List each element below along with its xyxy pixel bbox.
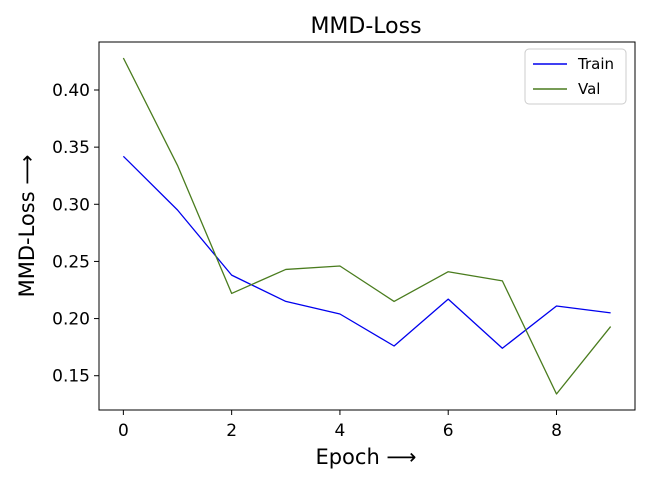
- y-tick-label: 0.20: [52, 310, 90, 330]
- series-line-train: [122, 155, 611, 349]
- x-tick-label: 2: [226, 421, 237, 441]
- x-tick-label: 6: [443, 421, 454, 441]
- legend-box: [524, 48, 627, 105]
- y-axis-label: MMD-Loss ⟶: [15, 155, 39, 298]
- y-axis-ticks: 0.15 0.20 0.25 0.30 0.35 0.40: [52, 81, 99, 387]
- legend: Train Val: [524, 48, 627, 105]
- y-tick-label: 0.40: [52, 81, 90, 101]
- series-line-val: [122, 57, 612, 395]
- x-tick-label: 8: [551, 421, 562, 441]
- x-axis-ticks: 0 2 4 6 8: [118, 410, 562, 441]
- x-tick-label: 4: [335, 421, 346, 441]
- y-tick-label: 0.15: [52, 367, 90, 387]
- plot-frame: [98, 41, 636, 411]
- legend-label-train: Train: [577, 55, 614, 73]
- series-lines: [122, 57, 612, 395]
- y-tick-label: 0.30: [52, 195, 90, 215]
- y-tick-label: 0.35: [52, 138, 90, 158]
- legend-label-val: Val: [578, 80, 600, 98]
- y-tick-label: 0.25: [52, 252, 90, 272]
- chart-title: MMD-Loss: [310, 14, 421, 39]
- x-axis-label: Epoch ⟶: [315, 445, 416, 469]
- x-tick-label: 0: [118, 421, 129, 441]
